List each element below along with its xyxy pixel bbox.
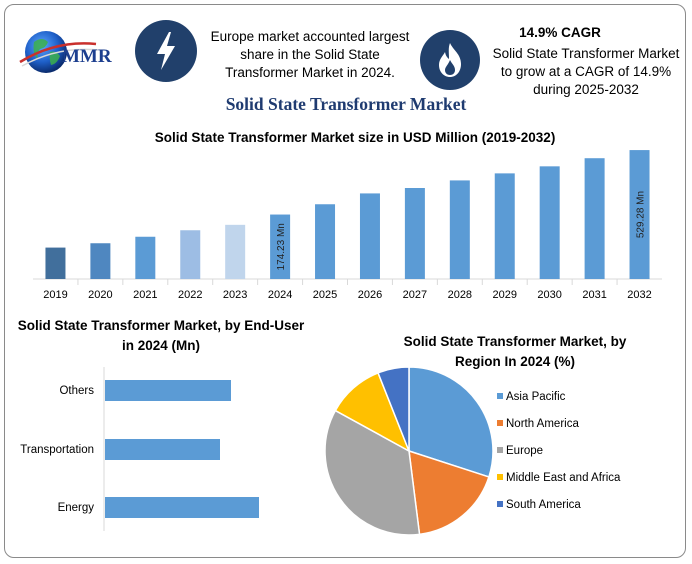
bar-2019 xyxy=(45,247,66,279)
legend-label: Middle East and Africa xyxy=(506,472,621,484)
bar-2023 xyxy=(225,224,246,279)
bar-2030 xyxy=(539,166,560,279)
main-title: Solid State Transformer Market xyxy=(225,94,467,114)
legend-swatch xyxy=(497,501,503,507)
bar-2022 xyxy=(180,230,201,279)
bar-2025 xyxy=(315,204,336,279)
x-tick-label-2028: 2028 xyxy=(448,289,472,301)
market-size-bar-chart: 2019 2020 2021 2022 2023 2024 174.23 Mn 2025 202… xyxy=(33,150,662,301)
x-tick-label-2020: 2020 xyxy=(88,289,112,301)
bar-2029 xyxy=(494,173,515,279)
logo-text: MMR xyxy=(62,46,112,67)
legend-swatch xyxy=(497,393,503,399)
hbar-others xyxy=(105,380,231,401)
x-tick-label-2019: 2019 xyxy=(43,289,67,301)
x-tick-label-2029: 2029 xyxy=(493,289,517,301)
category-label-others: Others xyxy=(59,385,94,397)
bar-2024 xyxy=(270,214,291,279)
hbar-transportation xyxy=(105,439,220,460)
legend-label: Europe xyxy=(506,445,543,457)
bar-2021 xyxy=(135,236,156,279)
x-tick-label-2024: 2024 xyxy=(268,289,292,301)
pie-slice-europe xyxy=(324,409,421,536)
x-tick-label-2023: 2023 xyxy=(223,289,247,301)
legend-swatch xyxy=(497,447,503,453)
x-tick-label-2030: 2030 xyxy=(537,289,561,301)
bar-2031 xyxy=(584,158,605,279)
flame-icon xyxy=(420,30,480,90)
data-label-2032: 529.28 Mn xyxy=(636,191,647,238)
category-label-transportation: Transportation xyxy=(20,444,94,456)
lightning-bolt-icon xyxy=(135,20,197,82)
region-pie-chart: Asia Pacific North America Europe Middle Ea… xyxy=(324,366,621,536)
category-label-energy: Energy xyxy=(58,502,95,514)
legend-label: North America xyxy=(506,418,579,430)
x-tick-label-2022: 2022 xyxy=(178,289,202,301)
region-chart-title: Solid State Transformer Market, by Regio… xyxy=(403,334,627,369)
x-tick-label-2027: 2027 xyxy=(403,289,427,301)
bar-2032 xyxy=(629,150,650,279)
legend-label: Asia Pacific xyxy=(506,391,566,403)
x-tick-label-2025: 2025 xyxy=(313,289,337,301)
end-user-chart-title: Solid State Transformer Market, by End-U… xyxy=(17,318,305,353)
end-user-bar-chart: Others Transportation Energy xyxy=(20,367,259,531)
bar-2020 xyxy=(90,243,111,279)
legend-swatch xyxy=(497,420,503,426)
mmr-logo: MMR xyxy=(16,22,132,82)
infographic-frame xyxy=(4,4,686,558)
pie-slice-asia-pacific xyxy=(408,366,494,478)
pie-slice-south-america xyxy=(377,366,410,452)
x-tick-label-2026: 2026 xyxy=(358,289,382,301)
cagr-text: Solid State Transformer Market to grow a… xyxy=(492,46,680,97)
cagr-title: 14.9% CAGR xyxy=(519,25,601,40)
pie-slice-north-america xyxy=(408,449,490,536)
bar-2026 xyxy=(359,193,380,279)
x-tick-label-2031: 2031 xyxy=(582,289,606,301)
europe-share-text: Europe market accounted largest share in… xyxy=(210,29,410,80)
data-label-2024: 174.23 Mn xyxy=(276,223,287,270)
legend-swatch xyxy=(497,474,503,480)
x-tick-label-2032: 2032 xyxy=(627,289,651,301)
bar-chart-title: Solid State Transformer Market size in U… xyxy=(154,130,556,145)
hbar-energy xyxy=(105,497,259,518)
bar-2028 xyxy=(449,180,470,279)
x-tick-label-2021: 2021 xyxy=(133,289,157,301)
legend-label: South America xyxy=(506,499,581,511)
bar-2027 xyxy=(404,188,425,279)
